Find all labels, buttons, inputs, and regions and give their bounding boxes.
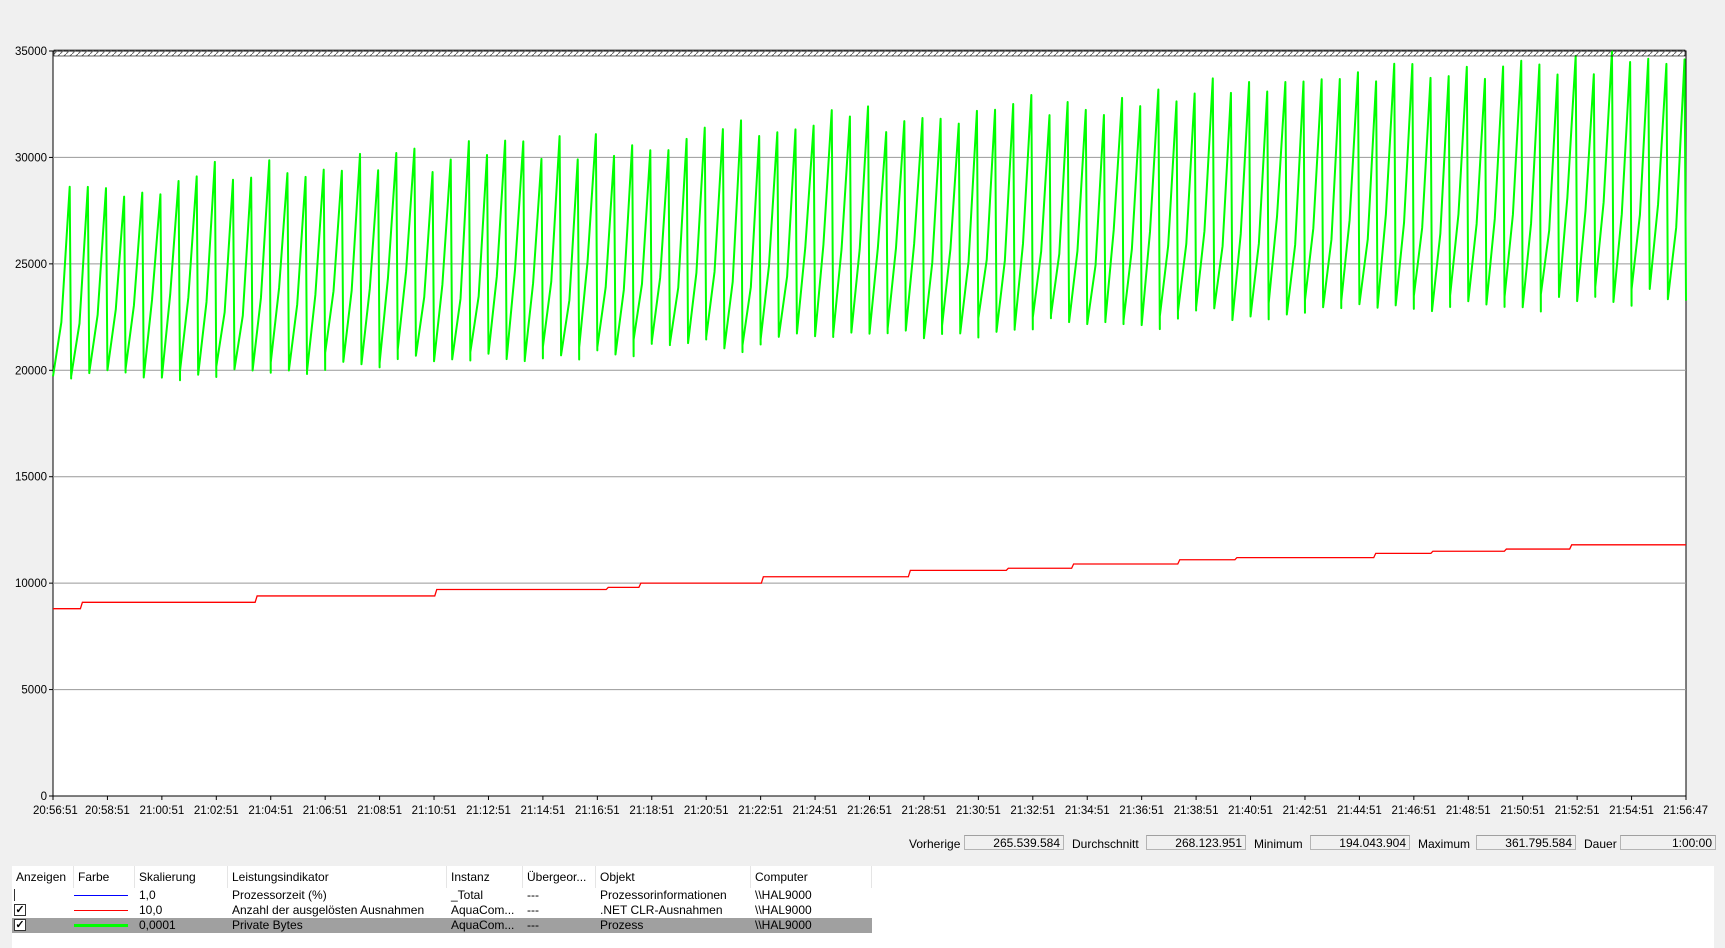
x-tick-label: 21:12:51: [466, 805, 511, 817]
x-tick-label: 21:10:51: [412, 805, 457, 817]
x-tick-label: 21:08:51: [357, 805, 402, 817]
x-tick-label: 21:34:51: [1065, 805, 1110, 817]
x-tick-label: 21:04:51: [248, 805, 293, 817]
parent-cell: ---: [527, 918, 539, 932]
x-tick-label: 21:40:51: [1228, 805, 1273, 817]
x-tick-label: 21:20:51: [684, 805, 729, 817]
show-checkbox[interactable]: ✓: [14, 904, 26, 916]
statistics-bar: Vorherige 265.539.584 Durchschnitt 268.1…: [0, 834, 1725, 856]
header-color[interactable]: Farbe: [74, 866, 135, 888]
object-cell: Prozessorinformationen: [600, 888, 727, 902]
x-tick-label: 20:56:51: [33, 805, 78, 817]
x-tick-label: 21:02:51: [194, 805, 239, 817]
x-tick-label: 20:58:51: [85, 805, 130, 817]
previous-label: Vorherige: [909, 837, 961, 851]
x-tick-label: 21:52:51: [1555, 805, 1600, 817]
header-parent[interactable]: Übergeor...: [523, 866, 596, 888]
scale-cell: 0,0001: [139, 918, 176, 932]
header-instance[interactable]: Instanz: [447, 866, 523, 888]
computer-cell: \\HAL9000: [755, 888, 812, 902]
duration-label: Dauer: [1584, 837, 1617, 851]
x-tick-label: 21:36:51: [1119, 805, 1164, 817]
header-show[interactable]: Anzeigen: [12, 866, 74, 888]
performance-chart: 0 5000 10000 15000 20000 25000 30000 35000 20:5…: [15, 46, 1708, 817]
x-tick-label: 21:22:51: [738, 805, 783, 817]
x-tick-label: 21:00:51: [139, 805, 184, 817]
x-tick-label: 21:16:51: [575, 805, 620, 817]
series-group: [52, 50, 1687, 610]
series-line-exceptions: [53, 544, 1686, 610]
minimum-value: 194.043.904: [1310, 835, 1410, 850]
x-tick-label: 21:06:51: [303, 805, 348, 817]
counter-cell: Private Bytes: [232, 918, 303, 932]
object-cell: Prozess: [600, 918, 644, 932]
x-tick-label: 21:14:51: [521, 805, 566, 817]
x-tick-label: 21:26:51: [847, 805, 892, 817]
plot-area: [52, 50, 1687, 797]
counter-table[interactable]: Anzeigen Farbe Skalierung Leistungsindik…: [12, 866, 1714, 948]
y-tick-label: 10000: [15, 578, 47, 590]
x-tick-label: 21:42:51: [1283, 805, 1328, 817]
y-tick-label: 25000: [15, 259, 47, 271]
x-tick-label: 21:24:51: [793, 805, 838, 817]
maximum-label: Maximum: [1418, 837, 1471, 851]
x-tick-label: 21:46:51: [1391, 805, 1436, 817]
x-tick-label: 21:54:51: [1609, 805, 1654, 817]
y-axis-ticks: 0 5000 10000 15000 20000 25000 30000 35000: [15, 46, 53, 803]
scale-cell: 10,0: [139, 903, 163, 917]
y-tick-label: 35000: [15, 46, 47, 58]
header-scale[interactable]: Skalierung: [135, 866, 228, 888]
computer-cell: \\HAL9000: [755, 903, 812, 917]
max-scale-hatch: [53, 49, 1686, 57]
instance-cell: _Total: [451, 888, 484, 902]
x-tick-label: 21:32:51: [1010, 805, 1055, 817]
y-tick-label: 30000: [15, 152, 47, 164]
table-row-selected[interactable]: ✓ 0,0001 Private Bytes AquaCom... --- Pr…: [12, 918, 872, 933]
table-row[interactable]: 1,0 Prozessorzeit (%) _Total --- Prozess…: [12, 888, 872, 903]
x-tick-label: 21:48:51: [1446, 805, 1491, 817]
x-axis-ticks: 20:56:51 20:58:51 21:00:51 21:02:51 21:04:51…: [33, 796, 1708, 817]
header-counter[interactable]: Leistungsindikator: [228, 866, 447, 888]
header-computer[interactable]: Computer: [751, 866, 872, 888]
color-swatch: [74, 895, 128, 896]
y-tick-label: 0: [41, 791, 47, 803]
series-line-private-bytes: [52, 50, 1687, 382]
counter-cell: Prozessorzeit (%): [232, 888, 327, 902]
counter-cell: Anzahl der ausgelösten Ausnahmen: [232, 903, 425, 917]
x-tick-label: 21:28:51: [902, 805, 947, 817]
x-tick-label: 21:56:47: [1663, 805, 1708, 817]
previous-value: 265.539.584: [964, 835, 1064, 850]
computer-cell: \\HAL9000: [755, 918, 812, 932]
table-row[interactable]: ✓ 10,0 Anzahl der ausgelösten Ausnahmen …: [12, 903, 872, 918]
x-tick-label: 21:38:51: [1174, 805, 1219, 817]
scale-cell: 1,0: [139, 888, 156, 902]
table-header: Anzeigen Farbe Skalierung Leistungsindik…: [12, 866, 872, 888]
x-tick-label: 21:50:51: [1500, 805, 1545, 817]
y-tick-label: 20000: [15, 365, 47, 377]
maximum-value: 361.795.584: [1476, 835, 1576, 850]
show-checkbox[interactable]: [14, 889, 16, 901]
instance-cell: AquaCom...: [451, 903, 515, 917]
x-tick-label: 21:30:51: [956, 805, 1001, 817]
minimum-label: Minimum: [1254, 837, 1303, 851]
duration-value: 1:00:00: [1620, 835, 1716, 850]
color-swatch: [74, 910, 128, 911]
parent-cell: ---: [527, 888, 539, 902]
object-cell: .NET CLR-Ausnahmen: [600, 903, 723, 917]
show-checkbox[interactable]: ✓: [14, 919, 26, 931]
parent-cell: ---: [527, 903, 539, 917]
color-swatch: [74, 924, 128, 927]
header-object[interactable]: Objekt: [596, 866, 751, 888]
x-tick-label: 21:44:51: [1337, 805, 1382, 817]
x-tick-label: 21:18:51: [629, 805, 674, 817]
average-value: 268.123.951: [1146, 835, 1246, 850]
y-tick-label: 5000: [21, 685, 47, 697]
average-label: Durchschnitt: [1072, 837, 1139, 851]
y-tick-label: 15000: [15, 472, 47, 484]
instance-cell: AquaCom...: [451, 918, 515, 932]
